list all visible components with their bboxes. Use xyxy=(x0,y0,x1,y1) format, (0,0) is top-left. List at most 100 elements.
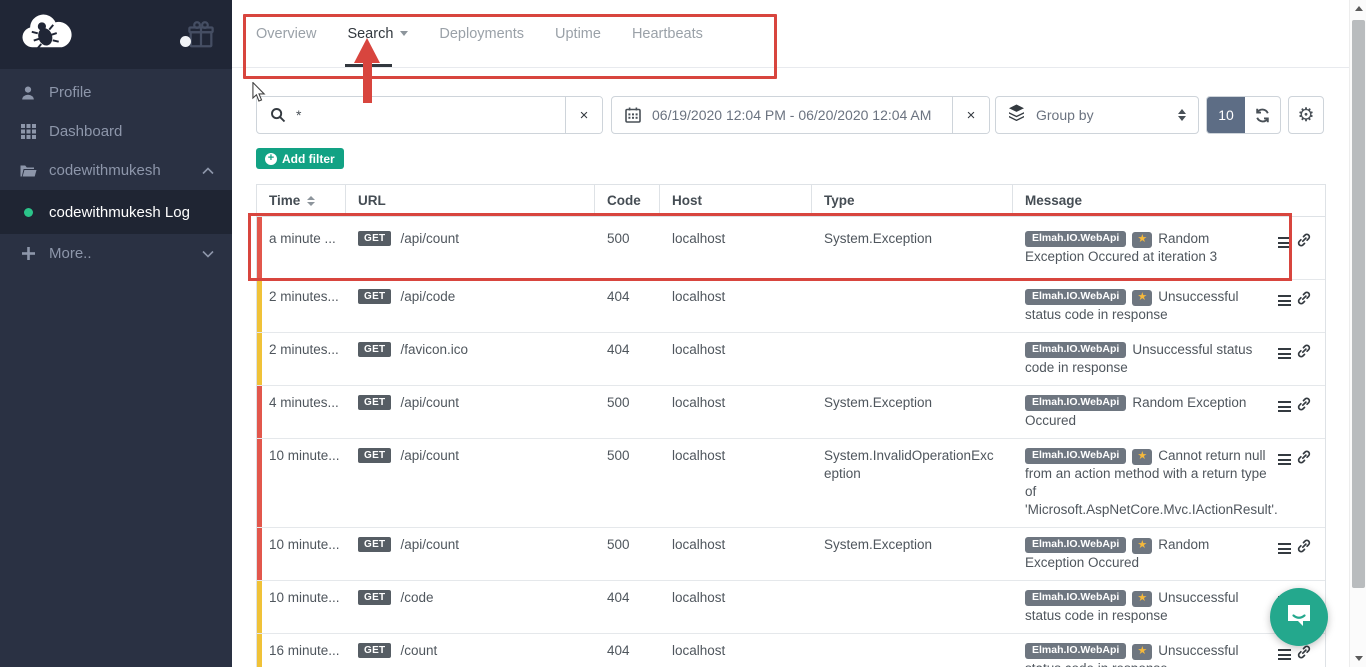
search-clear-button[interactable]: × xyxy=(565,97,602,133)
add-filter-button[interactable]: + Add filter xyxy=(256,148,344,169)
link-icon[interactable] xyxy=(1297,645,1311,664)
cell-host: localhost xyxy=(672,231,726,246)
link-icon[interactable] xyxy=(1297,397,1311,416)
column-header-message[interactable]: Message xyxy=(1013,185,1325,216)
star-badge[interactable]: ★ xyxy=(1132,448,1153,465)
column-header-time[interactable]: Time xyxy=(257,185,346,216)
message-text: Unsuccessful status code in response xyxy=(1025,289,1239,322)
cell-code: 500 xyxy=(607,448,630,463)
http-method-badge: GET xyxy=(358,448,392,463)
table-row[interactable]: 10 minute... GET /api/count 500 localhos… xyxy=(257,528,1325,581)
tab-search[interactable]: Search xyxy=(347,26,409,42)
settings-button[interactable]: ⚙ xyxy=(1288,96,1324,134)
sidebar-item-label: codewithmukesh xyxy=(49,162,161,179)
details-menu-icon[interactable] xyxy=(1278,649,1291,660)
scroll-up-arrow-icon[interactable] xyxy=(1350,0,1366,17)
app-source-badge: Elmah.IO.WebApi xyxy=(1025,394,1127,412)
cell-type: System.Exception xyxy=(824,231,933,246)
sidebar-item-profile[interactable]: Profile xyxy=(0,73,232,112)
cell-host: localhost xyxy=(672,537,726,552)
refresh-button[interactable] xyxy=(1245,97,1280,133)
tab-uptime[interactable]: Uptime xyxy=(555,26,601,42)
cell-type xyxy=(812,581,1013,633)
row-actions xyxy=(1272,642,1313,664)
chat-bubble-icon xyxy=(1285,602,1313,633)
severity-strip xyxy=(257,280,262,332)
cell-url: GET /api/count xyxy=(346,439,595,527)
plus-circle-icon: + xyxy=(265,152,277,165)
search-input[interactable]: * xyxy=(296,107,302,123)
gift-icon[interactable] xyxy=(180,20,216,50)
cell-time: 10 minute... xyxy=(269,590,340,605)
star-badge[interactable]: ★ xyxy=(1132,289,1153,306)
table-row[interactable]: 16 minute... GET /count 404 localhost El… xyxy=(257,634,1325,667)
group-by-select[interactable]: Group by xyxy=(995,96,1199,134)
link-icon[interactable] xyxy=(1297,344,1311,363)
table-row[interactable]: 10 minute... GET /code 404 localhost Elm… xyxy=(257,581,1325,634)
star-badge[interactable]: ★ xyxy=(1132,590,1153,607)
star-badge[interactable]: ★ xyxy=(1132,231,1153,248)
tab-overview[interactable]: Overview xyxy=(256,26,316,42)
search-input-group: * × xyxy=(256,96,603,134)
date-range-input[interactable]: 06/19/2020 12:04 PM - 06/20/2020 12:04 A… xyxy=(652,107,932,123)
scroll-down-arrow-icon[interactable] xyxy=(1350,650,1366,667)
details-menu-icon[interactable] xyxy=(1278,237,1291,248)
cell-message: Elmah.IO.WebApi★Unsuccessful status code… xyxy=(1013,280,1325,332)
add-filter-label: Add filter xyxy=(282,151,335,166)
app-source-badge: Elmah.IO.WebApi xyxy=(1025,589,1127,607)
star-badge[interactable]: ★ xyxy=(1132,643,1153,660)
sidebar-item-codewithmukesh[interactable]: codewithmukesh xyxy=(0,151,232,190)
table-row[interactable]: 2 minutes... GET /favicon.ico 404 localh… xyxy=(257,333,1325,386)
tab-heartbeats[interactable]: Heartbeats xyxy=(632,26,703,42)
chevron-up-icon xyxy=(202,162,214,179)
app-source-badge: Elmah.IO.WebApi xyxy=(1025,230,1127,248)
sidebar-item-label: Profile xyxy=(49,84,92,101)
row-actions xyxy=(1272,230,1313,252)
details-menu-icon[interactable] xyxy=(1278,454,1291,465)
tab-label: Deployments xyxy=(439,25,525,42)
message-text: Random Exception Occured xyxy=(1025,395,1247,428)
column-header-host[interactable]: Host xyxy=(660,185,812,216)
sidebar-item-dashboard[interactable]: Dashboard xyxy=(0,112,232,151)
table-row[interactable]: 10 minute... GET /api/count 500 localhos… xyxy=(257,439,1325,528)
sort-icon xyxy=(307,195,316,206)
column-header-url[interactable]: URL xyxy=(346,185,595,216)
details-menu-icon[interactable] xyxy=(1278,348,1291,359)
cell-type xyxy=(812,634,1013,667)
table-row[interactable]: 2 minutes... GET /api/code 404 localhost… xyxy=(257,280,1325,333)
cell-time: 16 minute... xyxy=(269,643,340,658)
column-header-code[interactable]: Code xyxy=(595,185,660,216)
link-icon[interactable] xyxy=(1297,539,1311,558)
main-content: Overview Search Deployments Uptime Heart… xyxy=(232,0,1349,667)
scrollbar-thumb[interactable] xyxy=(1352,20,1365,588)
row-actions xyxy=(1272,341,1313,363)
details-menu-icon[interactable] xyxy=(1278,543,1291,554)
search-icon xyxy=(270,107,286,123)
elmah-io-logo-icon[interactable] xyxy=(16,9,74,60)
table-row[interactable]: 4 minutes... GET /api/count 500 localhos… xyxy=(257,386,1325,439)
cell-message: Elmah.IO.WebApi★Unsuccessful status code… xyxy=(1013,333,1325,385)
sidebar-item-more[interactable]: More.. xyxy=(0,234,232,273)
chat-widget-button[interactable] xyxy=(1270,588,1328,646)
vertical-scrollbar[interactable] xyxy=(1349,0,1366,667)
cell-host: localhost xyxy=(672,289,726,304)
severity-strip xyxy=(257,439,262,527)
severity-strip xyxy=(257,528,262,580)
sidebar-item-codewithmukesh-log[interactable]: codewithmukesh Log xyxy=(0,190,232,234)
sidebar: Profile Dashboard xyxy=(0,0,232,667)
star-badge[interactable]: ★ xyxy=(1132,537,1153,554)
link-icon[interactable] xyxy=(1297,291,1311,310)
details-menu-icon[interactable] xyxy=(1278,295,1291,306)
date-range-group: 06/19/2020 12:04 PM - 06/20/2020 12:04 A… xyxy=(611,96,990,134)
cell-time: 2 minutes... xyxy=(269,342,339,357)
message-text: Unsuccessful status code in response xyxy=(1025,590,1239,623)
table-row[interactable]: a minute ... GET /api/count 500 localhos… xyxy=(248,213,1325,281)
link-icon[interactable] xyxy=(1297,450,1311,469)
column-header-type[interactable]: Type xyxy=(812,185,1013,216)
url-text: /api/count xyxy=(400,448,460,463)
link-icon[interactable] xyxy=(1297,233,1311,252)
page-size-button[interactable]: 10 xyxy=(1207,97,1245,133)
details-menu-icon[interactable] xyxy=(1278,401,1291,412)
tab-deployments[interactable]: Deployments xyxy=(439,26,524,42)
date-clear-button[interactable]: × xyxy=(952,97,989,133)
